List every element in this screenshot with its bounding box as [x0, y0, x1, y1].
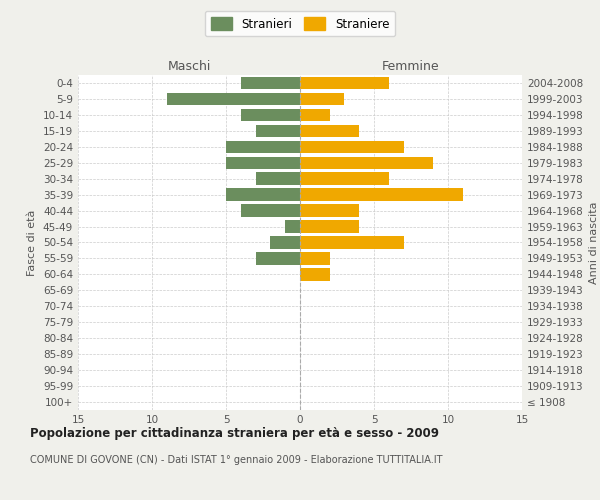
Text: Femmine: Femmine — [382, 60, 440, 74]
Bar — [256, 172, 300, 185]
Bar — [300, 108, 329, 121]
Y-axis label: Fasce di età: Fasce di età — [28, 210, 37, 276]
Bar — [300, 172, 389, 185]
Bar — [167, 92, 300, 105]
Bar — [256, 252, 300, 264]
Bar — [300, 268, 329, 280]
Bar — [300, 236, 404, 248]
Y-axis label: Anni di nascita: Anni di nascita — [589, 201, 599, 284]
Bar — [226, 140, 300, 153]
Bar — [300, 140, 404, 153]
Bar — [300, 220, 359, 233]
Bar — [241, 77, 300, 89]
Bar — [241, 108, 300, 121]
Bar — [300, 252, 329, 264]
Bar — [226, 156, 300, 169]
Bar — [300, 156, 433, 169]
Bar — [300, 92, 344, 105]
Bar — [226, 188, 300, 201]
Legend: Stranieri, Straniere: Stranieri, Straniere — [205, 11, 395, 36]
Bar — [256, 124, 300, 137]
Bar — [241, 204, 300, 217]
Text: COMUNE DI GOVONE (CN) - Dati ISTAT 1° gennaio 2009 - Elaborazione TUTTITALIA.IT: COMUNE DI GOVONE (CN) - Dati ISTAT 1° ge… — [30, 455, 443, 465]
Bar — [300, 124, 359, 137]
Text: Popolazione per cittadinanza straniera per età e sesso - 2009: Popolazione per cittadinanza straniera p… — [30, 428, 439, 440]
Bar — [300, 188, 463, 201]
Bar — [300, 77, 389, 89]
Text: Maschi: Maschi — [167, 60, 211, 74]
Bar — [285, 220, 300, 233]
Bar — [271, 236, 300, 248]
Bar — [300, 204, 359, 217]
